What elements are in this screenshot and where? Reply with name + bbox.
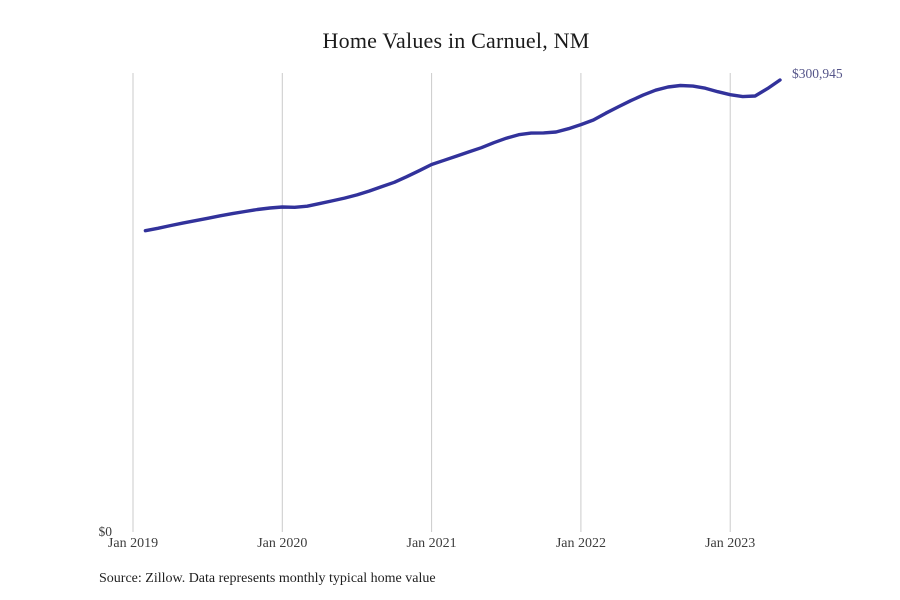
line-end-value-label: $300,945 (791, 66, 843, 81)
source-note: Source: Zillow. Data represents monthly … (99, 571, 436, 586)
x-tick-label: Jan 2022 (555, 536, 606, 551)
x-tick-label: Jan 2020 (257, 536, 308, 551)
home-value-line (143, 78, 782, 233)
x-tick-label: Jan 2021 (406, 536, 457, 551)
x-tick-label: Jan 2019 (107, 536, 159, 551)
chart-title: Home Values in Carnuel, NM (322, 28, 590, 53)
x-tick-label: Jan 2023 (705, 536, 756, 551)
y-zero-label: $0 (98, 524, 113, 539)
